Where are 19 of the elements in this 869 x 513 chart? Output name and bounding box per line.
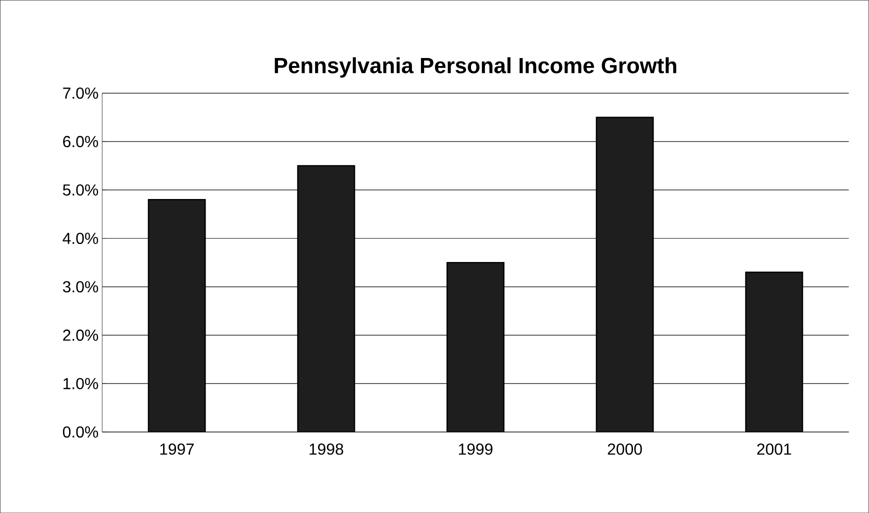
bar (148, 198, 206, 432)
y-tick-label: 5.0% (62, 184, 98, 196)
chart-title: Pennsylvania Personal Income Growth (274, 57, 676, 78)
y-tick-label: 1.0% (64, 378, 98, 390)
x-tick-label: 1997 (160, 443, 194, 455)
y-tick-label: 6.0% (63, 136, 98, 148)
bar (297, 165, 356, 432)
x-tick-label: 1999 (458, 443, 492, 455)
bar (596, 116, 654, 432)
y-tick-label: 0.0% (62, 426, 98, 438)
bar (446, 262, 504, 432)
y-tick-label: 2.0% (63, 329, 98, 341)
bar (745, 272, 804, 432)
x-tick-label: 2001 (757, 443, 792, 455)
y-tick-label: 3.0% (62, 281, 98, 292)
x-tick-label: 1998 (310, 443, 344, 455)
y-tick-label: 7.0% (63, 87, 98, 99)
y-tick-label: 4.0% (62, 232, 98, 244)
x-tick-label: 2000 (608, 443, 642, 455)
